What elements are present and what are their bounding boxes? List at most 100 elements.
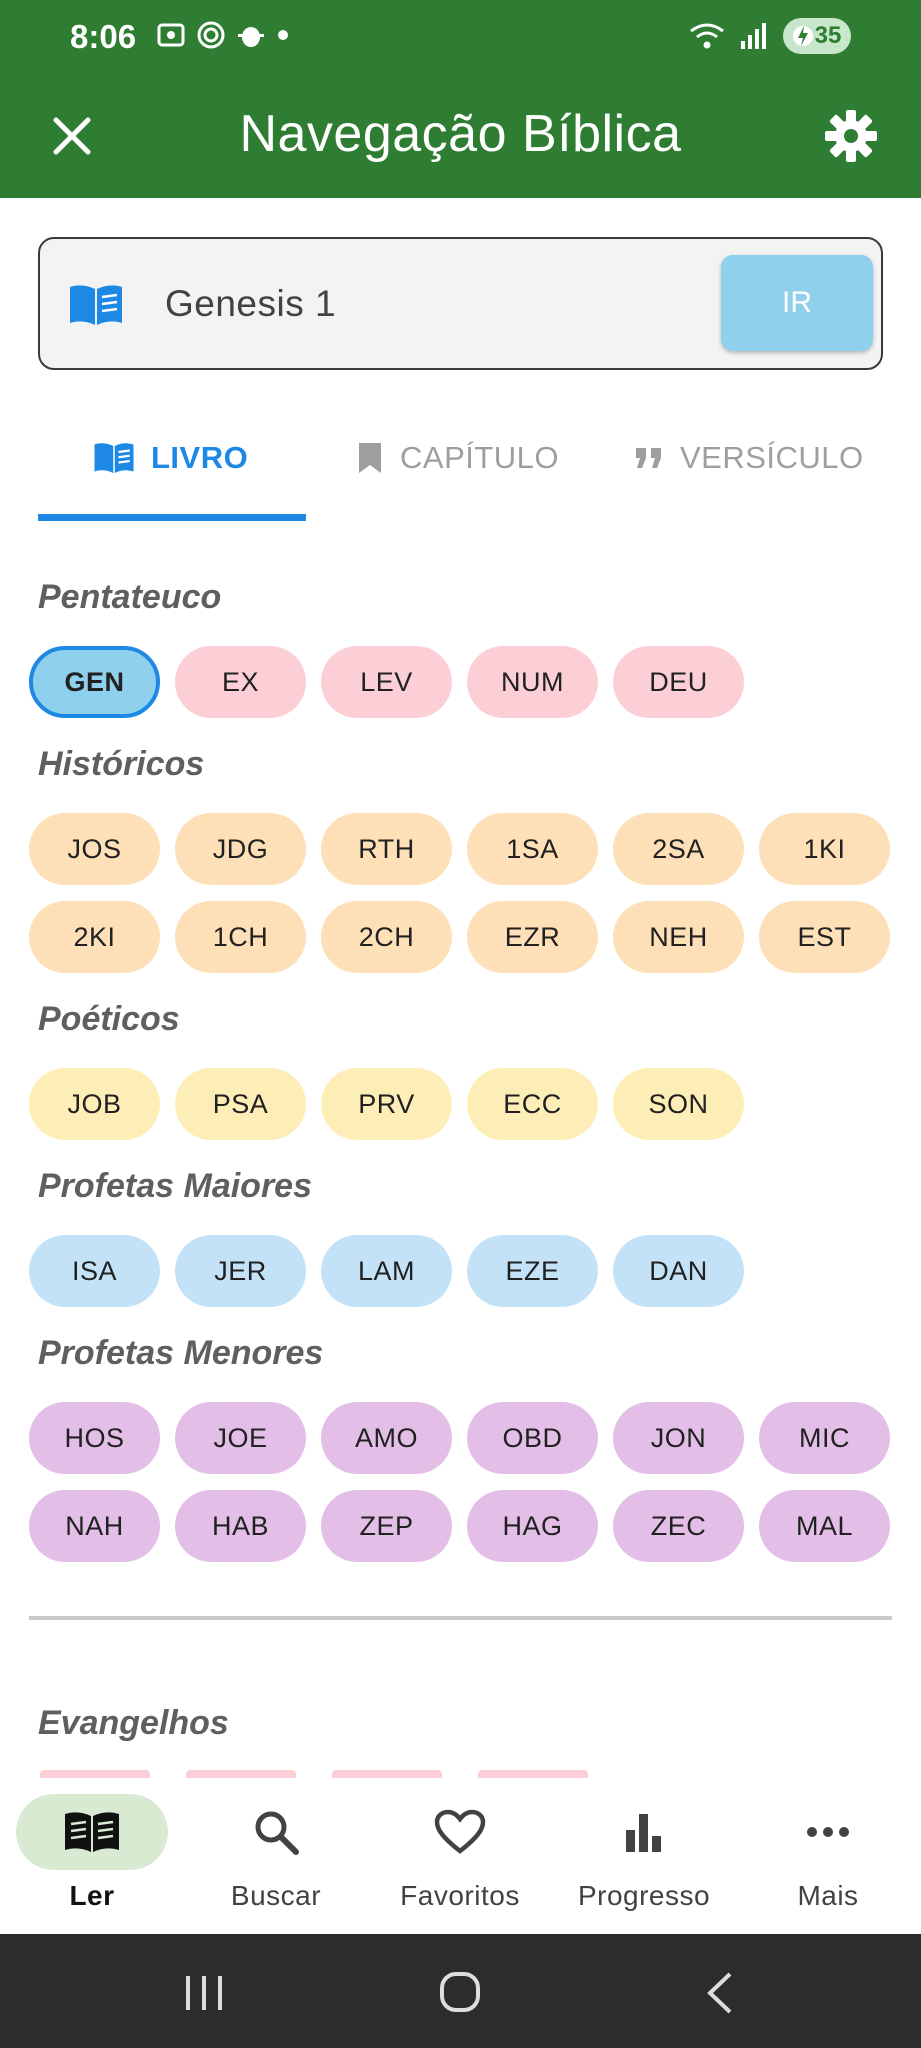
recents-icon[interactable] <box>174 1968 234 2018</box>
book-chip-peek[interactable] <box>40 1770 150 1778</box>
bookmark-icon <box>359 443 381 473</box>
book-chip-psa[interactable]: PSA <box>175 1068 306 1140</box>
book-chip-lam[interactable]: LAM <box>321 1235 452 1307</box>
nav-label-favoritos: Favoritos <box>400 1880 520 1911</box>
dot-icon <box>278 30 288 40</box>
book-chip-lev[interactable]: LEV <box>321 646 452 718</box>
fingerprint-icon <box>197 21 225 49</box>
testament-divider <box>29 1616 892 1620</box>
section-title-profetas-menores: Profetas Menores <box>38 1334 324 1372</box>
book-chip-dan[interactable]: DAN <box>613 1235 744 1307</box>
book-chip-nah[interactable]: NAH <box>29 1490 160 1562</box>
wifi-icon <box>690 23 724 49</box>
settings-button[interactable] <box>819 104 883 168</box>
nav-item-favoritos[interactable]: Favoritos <box>368 1794 552 1912</box>
navigation-tabs: LIVRO CAPÍTULO VERSÍCULO <box>38 420 883 524</box>
nav-label-progresso: Progresso <box>577 1880 711 1911</box>
bug-icon <box>238 27 264 47</box>
book-chip-amo[interactable]: AMO <box>321 1402 452 1474</box>
book-chip-est[interactable]: EST <box>759 901 890 973</box>
book-chip-mic[interactable]: MIC <box>759 1402 890 1474</box>
book-chip-son[interactable]: SON <box>613 1068 744 1140</box>
book-chip-ecc[interactable]: ECC <box>467 1068 598 1140</box>
section-title-evangelhos: Evangelhos <box>38 1704 229 1742</box>
home-icon[interactable] <box>430 1968 490 2018</box>
quote-icon <box>636 448 661 468</box>
tab-capitulo[interactable]: CAPÍTULO <box>356 440 559 476</box>
signal-icon <box>741 23 766 49</box>
book-chip-zep[interactable]: ZEP <box>321 1490 452 1562</box>
nav-item-ler[interactable]: Ler <box>0 1794 184 1912</box>
battery-indicator: 35 <box>783 18 851 54</box>
book-chip-rth[interactable]: RTH <box>321 813 452 885</box>
book-chip-isa[interactable]: ISA <box>29 1235 160 1307</box>
battery-level: 35 <box>814 22 842 49</box>
gear-icon <box>825 110 877 162</box>
book-chip-1sa[interactable]: 1SA <box>467 813 598 885</box>
section-title-historicos: Históricos <box>38 745 205 783</box>
book-chip-jos[interactable]: JOS <box>29 813 160 885</box>
book-chip-prv[interactable]: PRV <box>321 1068 452 1140</box>
nav-item-progresso[interactable]: Progresso <box>552 1794 736 1912</box>
book-chip-2sa[interactable]: 2SA <box>613 813 744 885</box>
reference-input[interactable]: Genesis 1 <box>165 283 337 324</box>
back-icon[interactable] <box>690 1968 750 2018</box>
book-chip-deu[interactable]: DEU <box>613 646 744 718</box>
section-title-profetas-maiores: Profetas Maiores <box>38 1167 312 1205</box>
book-chip-hag[interactable]: HAG <box>467 1490 598 1562</box>
book-chip-zec[interactable]: ZEC <box>613 1490 744 1562</box>
book-chip-jon[interactable]: JON <box>613 1402 744 1474</box>
book-chip-peek[interactable] <box>186 1770 296 1778</box>
nav-icon-container <box>568 1794 720 1870</box>
nav-item-mais[interactable]: Mais <box>736 1794 920 1912</box>
book-chip-2ki[interactable]: 2KI <box>29 901 160 973</box>
bar-chart-icon <box>626 1814 661 1852</box>
book-chip-1ch[interactable]: 1CH <box>175 901 306 973</box>
book-chip-hab[interactable]: HAB <box>175 1490 306 1562</box>
book-chip-gen[interactable]: GEN <box>29 646 160 718</box>
nav-indicator <box>16 1794 168 1870</box>
section-title-pentateuco: Pentateuco <box>38 578 222 616</box>
book-open-icon <box>70 285 122 325</box>
close-icon <box>53 117 91 155</box>
close-button[interactable] <box>44 108 100 164</box>
tab-versiculo[interactable]: VERSÍCULO <box>634 440 864 476</box>
book-chip-eze[interactable]: EZE <box>467 1235 598 1307</box>
book-chip-num[interactable]: NUM <box>467 646 598 718</box>
book-chip-jdg[interactable]: JDG <box>175 813 306 885</box>
tab-capitulo-label: CAPÍTULO <box>400 440 560 475</box>
section-title-poeticos: Poéticos <box>38 1000 180 1038</box>
active-tab-indicator <box>38 514 306 521</box>
screenshot-icon <box>157 23 185 47</box>
book-chip-1ki[interactable]: 1KI <box>759 813 890 885</box>
book-chip-peek[interactable] <box>478 1770 588 1778</box>
book-chip-neh[interactable]: NEH <box>613 901 744 973</box>
reference-input-box[interactable]: Genesis 1 IR <box>38 237 883 370</box>
book-chip-peek[interactable] <box>332 1770 442 1778</box>
book-row-historicos-1: JOS JDG RTH 1SA 2SA 1KI <box>29 813 890 885</box>
nav-label-mais: Mais <box>797 1880 859 1911</box>
book-chip-jer[interactable]: JER <box>175 1235 306 1307</box>
book-row-poeticos: JOB PSA PRV ECC SON <box>29 1068 744 1140</box>
status-time: 8:06 <box>70 18 137 55</box>
book-chip-job[interactable]: JOB <box>29 1068 160 1140</box>
book-row-evangelhos-peek <box>40 1770 588 1778</box>
bottom-navigation: Ler Buscar Favoritos Progresso Mais <box>0 1778 921 1934</box>
book-chip-ex[interactable]: EX <box>175 646 306 718</box>
system-navigation-bar <box>0 1934 921 2048</box>
book-chip-ezr[interactable]: EZR <box>467 901 598 973</box>
notification-icons <box>156 20 290 50</box>
book-row-profetas-menores-1: HOS JOE AMO OBD JON MIC <box>29 1402 890 1474</box>
app-bar: Navegação Bíblica <box>0 78 921 198</box>
nav-item-buscar[interactable]: Buscar <box>184 1794 368 1912</box>
book-chip-mal[interactable]: MAL <box>759 1490 890 1562</box>
page-title: Navegação Bíblica <box>239 105 682 163</box>
tab-livro[interactable]: LIVRO <box>93 440 248 476</box>
book-row-pentateuco: GEN EX LEV NUM DEU <box>29 646 744 718</box>
more-icon <box>807 1827 849 1837</box>
book-chip-obd[interactable]: OBD <box>467 1402 598 1474</box>
go-button[interactable]: IR <box>721 255 873 351</box>
book-chip-2ch[interactable]: 2CH <box>321 901 452 973</box>
book-chip-joe[interactable]: JOE <box>175 1402 306 1474</box>
book-chip-hos[interactable]: HOS <box>29 1402 160 1474</box>
